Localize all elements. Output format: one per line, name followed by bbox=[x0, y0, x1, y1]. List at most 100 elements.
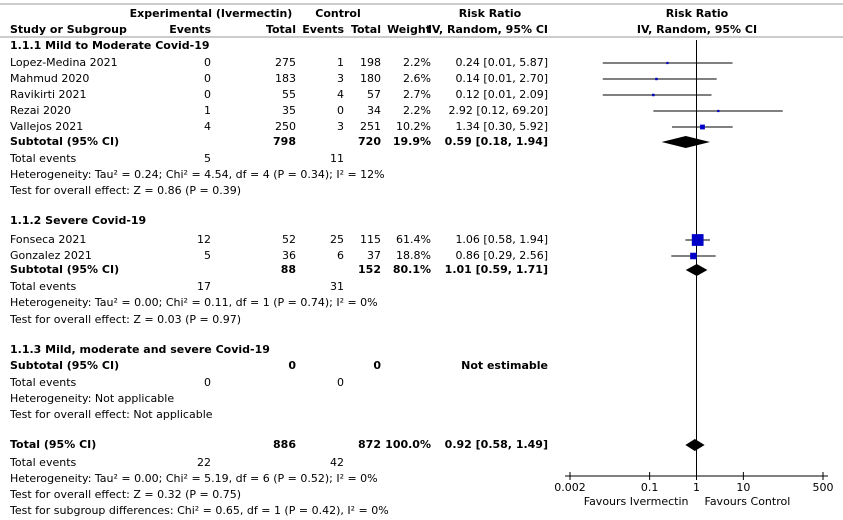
cell: 0.92 [0.58, 1.49] bbox=[445, 438, 548, 451]
col-head: Events bbox=[169, 23, 211, 36]
cell: 275 bbox=[275, 56, 296, 69]
x-tick-label: 0.002 bbox=[554, 481, 586, 494]
cell: 1 bbox=[337, 56, 344, 69]
cell: 80.1% bbox=[393, 263, 431, 276]
row-label: Test for overall effect: Not applicable bbox=[9, 408, 213, 421]
cell: 2.6% bbox=[403, 72, 431, 85]
cell: 57 bbox=[367, 88, 381, 101]
row-label: Test for overall effect: Z = 0.03 (P = 0… bbox=[9, 313, 241, 326]
cell: 1.06 [0.58, 1.94] bbox=[455, 233, 548, 246]
row-label: Fonseca 2021 bbox=[10, 233, 86, 246]
cell: 25 bbox=[330, 233, 344, 246]
cell: 18.8% bbox=[396, 249, 431, 262]
row-label: Subtotal (95% CI) bbox=[10, 135, 119, 148]
cell: 0 bbox=[337, 376, 344, 389]
cell: 2.2% bbox=[403, 56, 431, 69]
cell: 10.2% bbox=[396, 120, 431, 133]
summary-diamond bbox=[685, 264, 708, 276]
cell: 61.4% bbox=[396, 233, 431, 246]
cell: 198 bbox=[360, 56, 381, 69]
study-square bbox=[717, 109, 720, 113]
cell: 37 bbox=[367, 249, 381, 262]
study-square bbox=[691, 234, 704, 246]
cell: 22 bbox=[197, 456, 211, 469]
cell: 0 bbox=[337, 104, 344, 117]
x-label-left: Favours Ivermectin bbox=[584, 495, 689, 508]
cell: 251 bbox=[360, 120, 381, 133]
cell: 0.24 [0.01, 5.87] bbox=[455, 56, 548, 69]
x-tick-label: 1 bbox=[693, 481, 700, 494]
rr-title: Risk Ratio bbox=[459, 7, 522, 20]
row-label: Subtotal (95% CI) bbox=[10, 359, 119, 372]
cell: 1.34 [0.30, 5.92] bbox=[455, 120, 548, 133]
cell: 0.12 [0.01, 2.09] bbox=[455, 88, 548, 101]
cell: 0.14 [0.01, 2.70] bbox=[455, 72, 548, 85]
cell: 2.92 [0.12, 69.20] bbox=[448, 104, 548, 117]
cell: 0 bbox=[204, 88, 211, 101]
col-head: Total bbox=[266, 23, 296, 36]
cell: 17 bbox=[197, 280, 211, 293]
cell: 1 bbox=[204, 104, 211, 117]
row-label: Heterogeneity: Tau² = 0.24; Chi² = 4.54,… bbox=[10, 168, 385, 181]
cell: 0 bbox=[204, 376, 211, 389]
x-tick-label: 500 bbox=[813, 481, 834, 494]
row-label: Total events bbox=[9, 280, 77, 293]
cell: 0.86 [0.29, 2.56] bbox=[455, 249, 548, 262]
cell: 250 bbox=[275, 120, 296, 133]
cell: 183 bbox=[275, 72, 296, 85]
cell: 2.2% bbox=[403, 104, 431, 117]
cell: 6 bbox=[337, 249, 344, 262]
cell: 5 bbox=[204, 249, 211, 262]
cell: 19.9% bbox=[393, 135, 431, 148]
exp-group: Experimental (Ivermectin) bbox=[130, 7, 293, 20]
row-label: Gonzalez 2021 bbox=[10, 249, 92, 262]
cell: 0 bbox=[288, 359, 296, 372]
cell: 4 bbox=[337, 88, 344, 101]
cell: 5 bbox=[204, 152, 211, 165]
cell: 3 bbox=[337, 72, 344, 85]
cell: 12 bbox=[197, 233, 211, 246]
cell: 55 bbox=[282, 88, 296, 101]
row-label: Lopez-Medina 2021 bbox=[10, 56, 118, 69]
cell: 115 bbox=[360, 233, 381, 246]
cell: 35 bbox=[282, 104, 296, 117]
col-head: Weight bbox=[387, 23, 431, 36]
cell: 0.59 [0.18, 1.94] bbox=[445, 135, 548, 148]
cell: 0 bbox=[204, 56, 211, 69]
col-head: IV, Random, 95% CI bbox=[428, 23, 548, 36]
row-label: Total events bbox=[9, 376, 77, 389]
x-tick-label: 10 bbox=[736, 481, 750, 494]
plot-title: Risk Ratio bbox=[666, 7, 729, 20]
study-square bbox=[655, 77, 658, 81]
row-label: Heterogeneity: Not applicable bbox=[10, 392, 174, 405]
cell: 11 bbox=[330, 152, 344, 165]
x-label-right: Favours Control bbox=[705, 495, 791, 508]
row-label: Test for overall effect: Z = 0.86 (P = 0… bbox=[9, 184, 241, 197]
cell: Not estimable bbox=[461, 359, 548, 372]
study-square bbox=[690, 252, 697, 260]
row-label: 1.1.2 Severe Covid-19 bbox=[10, 214, 146, 227]
row-label: Heterogeneity: Tau² = 0.00; Chi² = 5.19,… bbox=[10, 472, 378, 485]
cell: 0 bbox=[373, 359, 381, 372]
row-label: Subtotal (95% CI) bbox=[10, 263, 119, 276]
summary-diamond bbox=[685, 439, 705, 451]
cell: 872 bbox=[358, 438, 381, 451]
cell: 31 bbox=[330, 280, 344, 293]
cell: 0 bbox=[204, 72, 211, 85]
row-label: Rezai 2020 bbox=[10, 104, 71, 117]
cell: 720 bbox=[358, 135, 381, 148]
cell: 34 bbox=[367, 104, 381, 117]
row-label: Test for overall effect: Z = 0.32 (P = 0… bbox=[9, 488, 241, 501]
study-square bbox=[652, 93, 655, 97]
row-label: Mahmud 2020 bbox=[10, 72, 89, 85]
row-label: Total events bbox=[9, 456, 77, 469]
study-square bbox=[666, 61, 669, 65]
cell: 42 bbox=[330, 456, 344, 469]
summary-diamond bbox=[661, 136, 710, 148]
x-tick-label: 0.1 bbox=[641, 481, 659, 494]
row-label: 1.1.1 Mild to Moderate Covid-19 bbox=[10, 39, 210, 52]
cell: 2.7% bbox=[403, 88, 431, 101]
row-label: Test for subgroup differences: Chi² = 0.… bbox=[9, 504, 389, 517]
study-square bbox=[700, 124, 705, 130]
